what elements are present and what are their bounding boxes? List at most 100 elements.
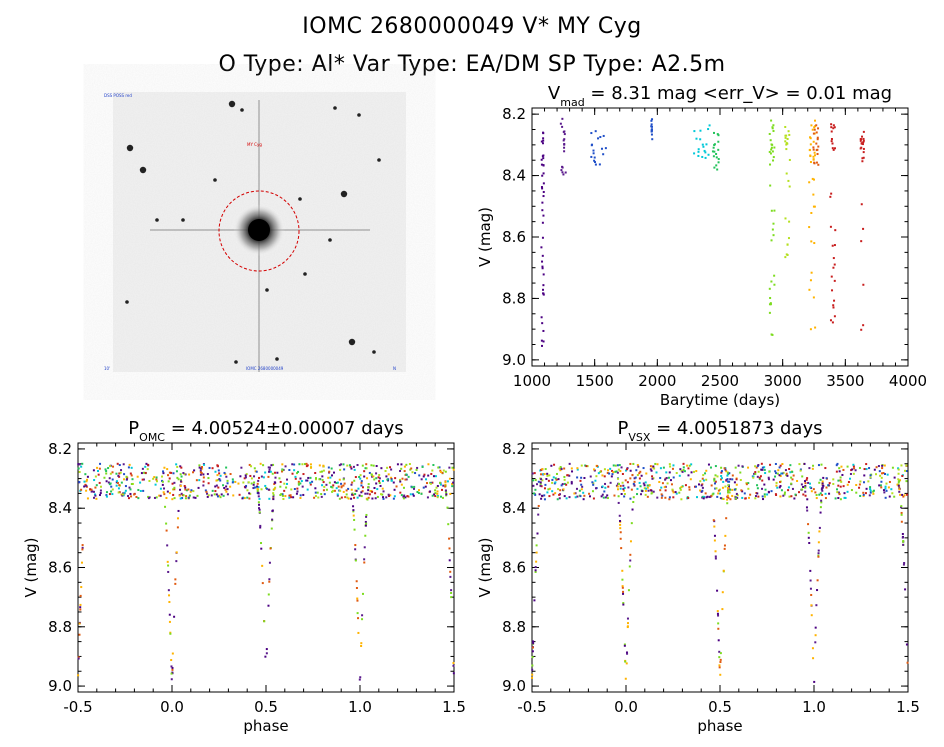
data-point bbox=[650, 125, 653, 128]
data-point bbox=[248, 463, 251, 466]
data-point bbox=[768, 132, 771, 135]
data-point bbox=[188, 494, 191, 497]
data-point bbox=[226, 482, 229, 485]
data-point bbox=[127, 494, 130, 497]
data-point bbox=[561, 165, 564, 168]
eclipse-point bbox=[531, 664, 534, 667]
data-point bbox=[166, 490, 169, 493]
data-point bbox=[825, 486, 828, 489]
data-point bbox=[111, 478, 114, 481]
data-point bbox=[304, 463, 307, 466]
eclipse-point bbox=[616, 488, 619, 491]
data-point bbox=[842, 485, 845, 488]
data-point bbox=[554, 481, 557, 484]
data-point bbox=[172, 488, 175, 491]
eclipse-point bbox=[531, 646, 534, 649]
data-point bbox=[666, 482, 669, 485]
data-point bbox=[216, 465, 219, 468]
data-point bbox=[660, 496, 663, 499]
data-point bbox=[769, 184, 772, 187]
data-point bbox=[361, 490, 364, 493]
eclipse-point bbox=[171, 668, 174, 671]
data-point bbox=[611, 469, 614, 472]
data-point bbox=[653, 467, 656, 470]
data-point bbox=[434, 489, 437, 492]
data-point bbox=[860, 240, 863, 243]
data-point bbox=[405, 463, 408, 466]
data-point bbox=[622, 484, 625, 487]
eclipse-point bbox=[450, 596, 453, 599]
data-point bbox=[171, 482, 174, 485]
data-point bbox=[268, 468, 271, 471]
data-point bbox=[546, 474, 549, 477]
eclipse-point bbox=[726, 502, 729, 505]
data-point bbox=[553, 463, 556, 466]
data-point bbox=[790, 495, 793, 498]
data-point bbox=[819, 478, 822, 481]
data-point bbox=[562, 139, 565, 142]
data-point bbox=[300, 480, 303, 483]
data-point bbox=[773, 274, 776, 277]
data-point bbox=[800, 483, 803, 486]
data-point bbox=[411, 486, 414, 489]
field-star bbox=[126, 144, 134, 152]
eclipse-point bbox=[167, 589, 170, 592]
data-point bbox=[542, 473, 545, 476]
data-point bbox=[335, 487, 338, 490]
eclipse-point bbox=[810, 593, 813, 596]
x-tick-label: 1.0 bbox=[348, 698, 372, 716]
data-point bbox=[603, 490, 606, 493]
data-point bbox=[565, 497, 568, 500]
data-point bbox=[831, 142, 834, 145]
eclipse-point bbox=[902, 563, 905, 566]
eclipse-point bbox=[534, 570, 537, 573]
data-point bbox=[822, 484, 825, 487]
data-point bbox=[588, 495, 591, 498]
data-point bbox=[707, 463, 710, 466]
data-point bbox=[716, 168, 719, 171]
data-point bbox=[253, 475, 256, 478]
data-point bbox=[617, 477, 620, 480]
data-point bbox=[541, 221, 544, 224]
data-point bbox=[592, 149, 595, 152]
data-point bbox=[176, 476, 179, 479]
data-point bbox=[202, 480, 205, 483]
data-point bbox=[841, 473, 844, 476]
data-point bbox=[862, 130, 865, 133]
data-point bbox=[245, 484, 248, 487]
data-point bbox=[360, 484, 363, 487]
y-tick-label: 8.2 bbox=[502, 440, 526, 458]
data-point bbox=[565, 483, 568, 486]
data-point bbox=[206, 492, 209, 495]
data-point bbox=[576, 495, 579, 498]
data-point bbox=[401, 477, 404, 480]
eclipse-point bbox=[624, 677, 627, 680]
data-point bbox=[768, 470, 771, 473]
data-point bbox=[695, 137, 698, 140]
data-point bbox=[651, 477, 654, 480]
eclipse-point bbox=[80, 561, 83, 564]
data-point bbox=[250, 465, 253, 468]
eclipse-point bbox=[535, 560, 538, 563]
chart-subtitle: O Type: Al* Var Type: EA/DM SP Type: A2.… bbox=[218, 52, 726, 77]
data-point bbox=[697, 483, 700, 486]
data-point bbox=[118, 464, 121, 467]
data-point bbox=[342, 490, 345, 493]
data-point bbox=[202, 473, 205, 476]
data-point bbox=[602, 153, 605, 156]
eclipse-point bbox=[165, 522, 168, 525]
data-point bbox=[141, 478, 144, 481]
eclipse-point bbox=[85, 480, 88, 483]
data-point bbox=[846, 483, 849, 486]
data-point bbox=[296, 472, 299, 475]
data-point bbox=[721, 497, 724, 500]
data-point bbox=[859, 494, 862, 497]
data-point bbox=[540, 468, 543, 471]
eclipse-point bbox=[77, 657, 80, 660]
data-point bbox=[813, 162, 816, 165]
data-point bbox=[353, 496, 356, 499]
data-point bbox=[179, 465, 182, 468]
data-point bbox=[599, 136, 602, 139]
eclipse-point bbox=[901, 536, 904, 539]
eclipse-point bbox=[725, 517, 728, 520]
